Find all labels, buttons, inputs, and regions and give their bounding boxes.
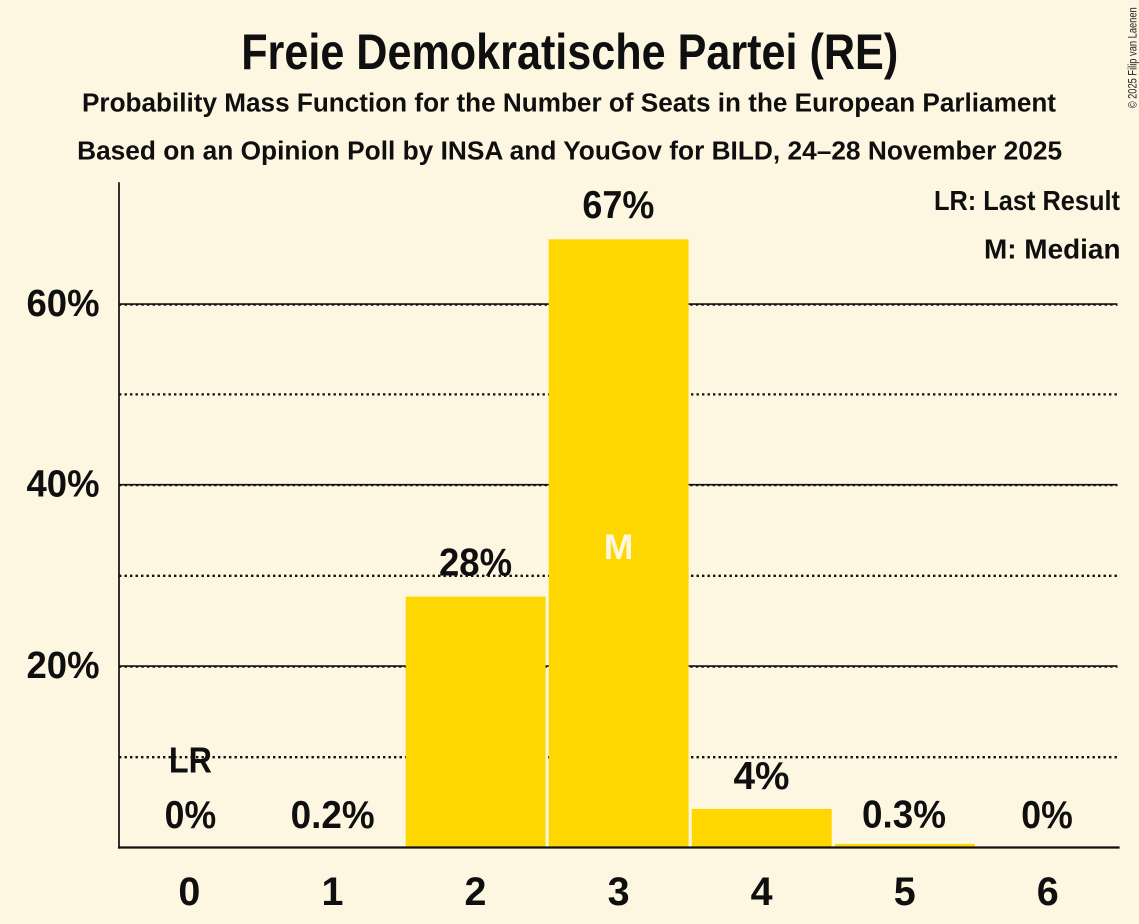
svg-text:3: 3 [608,870,630,914]
svg-text:4%: 4% [734,755,790,798]
svg-text:M: M [604,527,633,567]
svg-text:40%: 40% [27,464,100,506]
svg-text:0: 0 [178,870,200,914]
svg-text:© 2025 Filip van Laenen: © 2025 Filip van Laenen [1127,7,1139,108]
svg-text:LR: LR [169,740,212,781]
svg-text:Based on an Opinion Poll by IN: Based on an Opinion Poll by INSA and You… [77,138,1062,166]
svg-text:20%: 20% [27,645,100,687]
svg-text:6: 6 [1037,870,1059,914]
svg-text:0.2%: 0.2% [291,794,375,837]
svg-text:0.3%: 0.3% [862,794,946,837]
svg-text:LR: Last Result: LR: Last Result [934,185,1120,216]
svg-text:Freie Demokratische Partei (RE: Freie Demokratische Partei (RE) [241,24,898,80]
svg-text:67%: 67% [582,184,654,227]
svg-text:0%: 0% [165,794,217,837]
svg-text:Probability Mass Function for: Probability Mass Function for the Number… [82,89,1057,117]
svg-text:60%: 60% [27,283,100,325]
svg-text:4: 4 [751,870,773,914]
svg-text:0%: 0% [1021,794,1073,837]
svg-text:1: 1 [322,870,344,914]
svg-text:5: 5 [894,870,916,914]
svg-text:2: 2 [465,870,487,914]
svg-text:28%: 28% [439,542,512,585]
svg-text:M: Median: M: Median [984,234,1121,265]
